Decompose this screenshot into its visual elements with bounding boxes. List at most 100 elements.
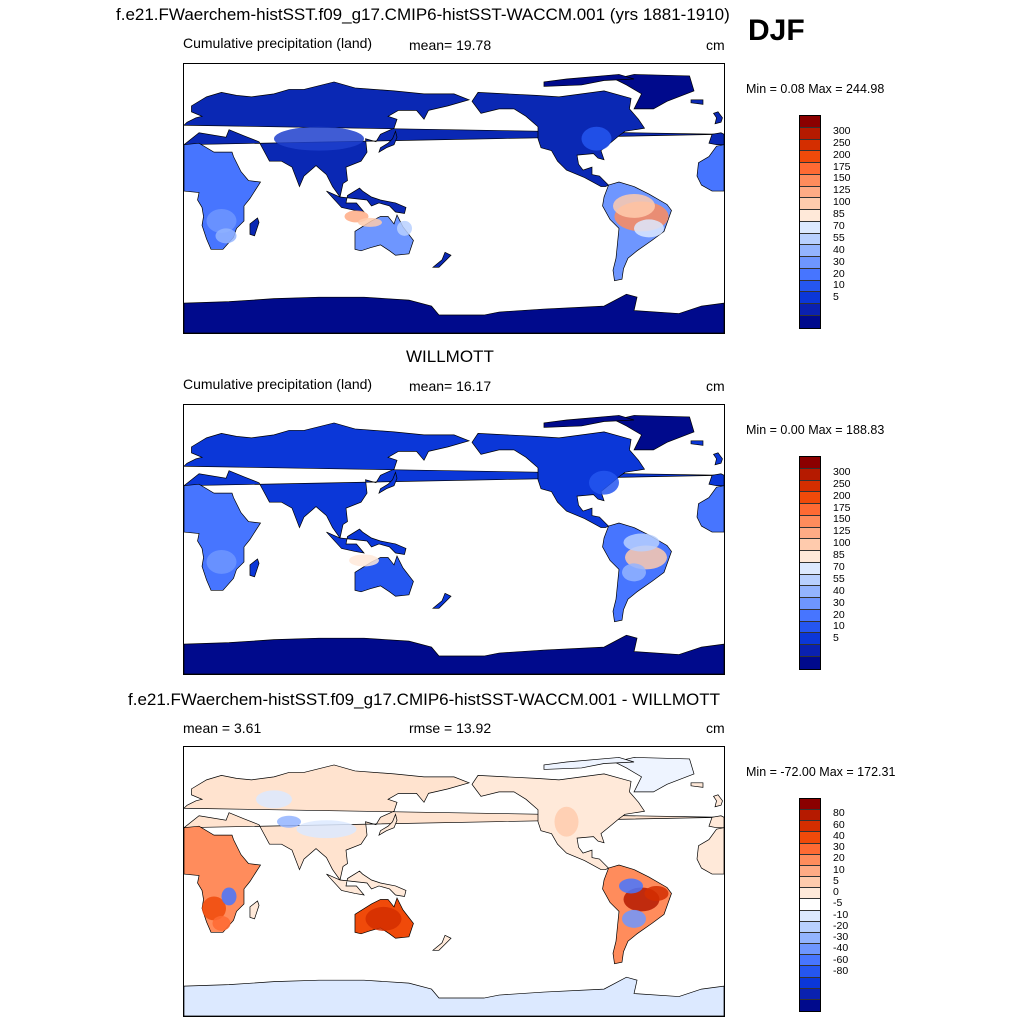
field-patch — [625, 545, 667, 570]
colorbar-segment — [800, 821, 820, 833]
land-africaW — [696, 485, 724, 533]
colorbar-segment — [800, 877, 820, 889]
land-namerica — [471, 431, 646, 528]
colorbar-segment — [800, 921, 820, 933]
colorbar-segment — [800, 280, 820, 293]
colorbar-segment — [800, 127, 820, 140]
land-africaW — [696, 827, 724, 875]
panel3-mean-label: mean = 3.61 — [183, 720, 262, 736]
land-eurasia — [184, 81, 724, 198]
field-patch — [397, 220, 412, 236]
colorbar-segment — [800, 468, 820, 481]
colorbar-segment — [800, 304, 820, 317]
colorbar-tick-label: 200 — [833, 489, 851, 502]
colorbar-tick-label: 30 — [833, 841, 845, 854]
colorbar-tick-label: 125 — [833, 525, 851, 538]
field-patch — [206, 549, 237, 574]
colorbar-segment — [800, 799, 820, 811]
colorbar-tick-label: 60 — [833, 818, 845, 831]
land-iceland — [690, 440, 704, 446]
land-nz — [432, 934, 452, 951]
colorbar-segment — [800, 810, 820, 822]
field-patch — [274, 126, 364, 151]
field-patch — [623, 533, 660, 552]
colorbar-segment — [800, 316, 820, 328]
colorbar-tick-label: 55 — [833, 231, 845, 244]
panel2-colorbar — [799, 456, 821, 670]
colorbar-segment — [800, 645, 820, 658]
colorbar-segment — [800, 865, 820, 878]
land-greenland — [613, 415, 695, 451]
colorbar-segment — [800, 854, 820, 866]
colorbar-segment — [800, 562, 820, 575]
colorbar-segment — [800, 268, 820, 281]
land-canadaArc — [543, 74, 635, 87]
colorbar-tick-label: 100 — [833, 196, 851, 209]
panel3-rmse-label: rmse = 13.92 — [409, 720, 492, 736]
land-antarctica — [184, 634, 724, 674]
panel3-map — [183, 746, 725, 1017]
colorbar-segment — [800, 657, 820, 669]
land-indonesia — [326, 870, 407, 897]
panel1-colorbar — [799, 115, 821, 329]
land-canadaArc — [543, 415, 635, 428]
colorbar-segment — [800, 221, 820, 234]
colorbar-segment — [800, 457, 820, 469]
land-madagascar — [249, 217, 260, 237]
land-uk — [712, 111, 723, 125]
land-antarctica — [184, 976, 724, 1016]
colorbar-tick-label: 70 — [833, 561, 845, 573]
panel2-units: cm — [706, 378, 725, 394]
field-patch — [644, 885, 669, 901]
colorbar-segment — [800, 539, 820, 552]
panel2-map — [183, 404, 725, 675]
colorbar-tick-label: 85 — [833, 549, 845, 562]
colorbar-tick-label: -30 — [833, 931, 849, 944]
land-greenland — [613, 757, 695, 793]
colorbar-tick-label: 300 — [833, 124, 851, 137]
panel1-units: cm — [706, 37, 725, 53]
field-patch — [634, 219, 664, 238]
land-europeW — [708, 473, 724, 487]
colorbar-segment — [800, 174, 820, 187]
colorbar-segment — [800, 899, 820, 911]
colorbar-tick-label: 100 — [833, 537, 851, 550]
colorbar-tick-label: 10 — [833, 620, 845, 633]
colorbar-tick-label: -5 — [833, 897, 843, 910]
colorbar-tick-label: 175 — [833, 160, 851, 173]
land-canadaArc — [543, 757, 635, 770]
panel1-left-label: Cumulative precipitation (land) — [183, 35, 373, 51]
colorbar-tick-label: -60 — [833, 953, 849, 966]
panel2-minmax: Min = 0.00 Max = 188.83 — [746, 423, 885, 437]
colorbar-tick-label: -40 — [833, 942, 849, 955]
colorbar-tick-label: 0 — [833, 886, 839, 899]
field-patch — [581, 126, 612, 151]
colorbar-tick-label: 10 — [833, 279, 845, 292]
colorbar-segment — [800, 551, 820, 563]
colorbar-tick-label: 125 — [833, 184, 851, 197]
colorbar-segment — [800, 609, 820, 622]
land-indonesia — [326, 187, 407, 214]
colorbar-segment — [800, 116, 820, 128]
land-africa — [184, 483, 262, 591]
field-patch — [277, 815, 301, 828]
colorbar-tick-label: 5 — [833, 632, 839, 645]
colorbar-tick-label: 70 — [833, 220, 845, 232]
colorbar-segment — [800, 504, 820, 516]
field-patch — [212, 915, 231, 931]
field-patch — [202, 896, 226, 921]
colorbar-tick-label: 40 — [833, 584, 845, 597]
land-eurasia — [184, 764, 724, 881]
colorbar-segment — [800, 210, 820, 222]
colorbar-tick-label: 20 — [833, 608, 845, 621]
panel2-mean-label: mean= 16.17 — [409, 378, 492, 394]
field-patch — [613, 194, 655, 218]
land-uk — [712, 794, 723, 808]
panel1-map — [183, 63, 725, 334]
field-patch — [206, 208, 237, 233]
colorbar-tick-label: 250 — [833, 477, 851, 490]
colorbar-tick-label: 20 — [833, 852, 845, 865]
colorbar-segment — [800, 257, 820, 269]
colorbar-segment — [800, 245, 820, 258]
land-nz — [432, 251, 452, 268]
